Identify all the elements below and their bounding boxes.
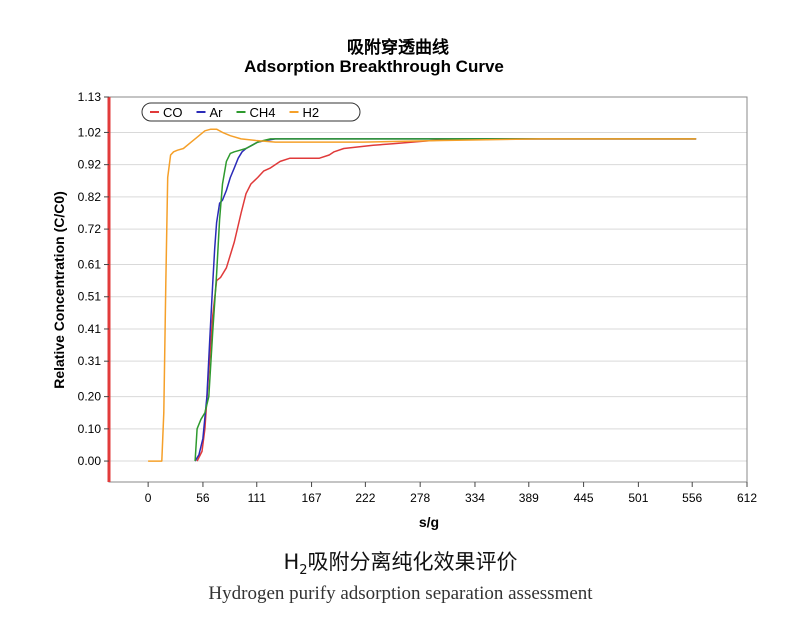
series-lines: [148, 128, 697, 462]
x-axis-label: s/g: [419, 514, 439, 530]
x-tick-label: 278: [410, 491, 430, 505]
caption-h: H: [283, 550, 300, 574]
legend-label: CO: [163, 105, 183, 120]
y-tick-label: 0.20: [78, 390, 102, 404]
y-tick-label: 0.41: [78, 322, 102, 336]
legend-label: H2: [303, 105, 320, 120]
x-tick-label: 445: [574, 491, 594, 505]
y-tick-label: 0.51: [78, 290, 102, 304]
breakthrough-chart: 吸附穿透曲线 Adsorption Breakthrough Curve 1.1…: [51, 37, 758, 530]
y-tick-label: 0.92: [78, 158, 102, 172]
series-line-ch4: [194, 138, 697, 462]
y-tick-label: 1.13: [78, 90, 102, 104]
x-tick-label: 0: [145, 491, 152, 505]
y-tick-label: 0.61: [78, 258, 102, 272]
x-tick-label: 501: [628, 491, 648, 505]
chart-title: 吸附穿透曲线: [347, 37, 449, 58]
legend: CO Ar CH4 H2: [141, 102, 361, 122]
caption-english: Hydrogen purify adsorption separation as…: [208, 583, 593, 604]
x-tick-label: 167: [302, 491, 322, 505]
x-tick-label: 556: [682, 491, 702, 505]
legend-item-h2: H2: [289, 105, 320, 120]
legend-item-ch4: CH4: [236, 105, 276, 120]
legend-label: CH4: [250, 105, 276, 120]
series-line-co: [196, 138, 697, 462]
series-line-ar: [194, 138, 697, 462]
caption-zh-text: 吸附分离纯化效果评价: [307, 550, 518, 574]
legend-item-co: CO: [150, 105, 183, 120]
x-tick-label: 111: [248, 491, 267, 505]
caption-subscript: 2: [299, 563, 308, 579]
x-tick-label: 222: [355, 491, 375, 505]
tick-labels: 1.13 1.02 0.92 0.82 0.72 0.61 0.51 0.41 0.31 0.20…: [78, 90, 758, 505]
y-tick-label: 0.00: [78, 454, 102, 468]
y-tick-label: 0.31: [78, 354, 102, 368]
x-tick-label: 389: [519, 491, 539, 505]
legend-label: Ar: [210, 105, 224, 120]
y-tick-label: 1.02: [78, 125, 102, 139]
x-tick-label: 56: [196, 491, 210, 505]
legend-box: [141, 102, 361, 122]
y-axis-label: Relative Concentration (C/C0): [51, 191, 67, 389]
chart-subtitle: Adsorption Breakthrough Curve: [244, 57, 504, 76]
x-tick-label: 612: [737, 491, 757, 505]
legend-item-ar: Ar: [196, 105, 224, 120]
caption-chinese: H2吸附分离纯化效果评价: [0, 546, 801, 578]
y-tick-label: 0.10: [78, 422, 102, 436]
y-tick-label: 0.72: [78, 222, 102, 236]
x-tick-label: 334: [465, 491, 485, 505]
series-line-h2: [148, 128, 697, 462]
y-tick-label: 0.82: [78, 190, 102, 204]
